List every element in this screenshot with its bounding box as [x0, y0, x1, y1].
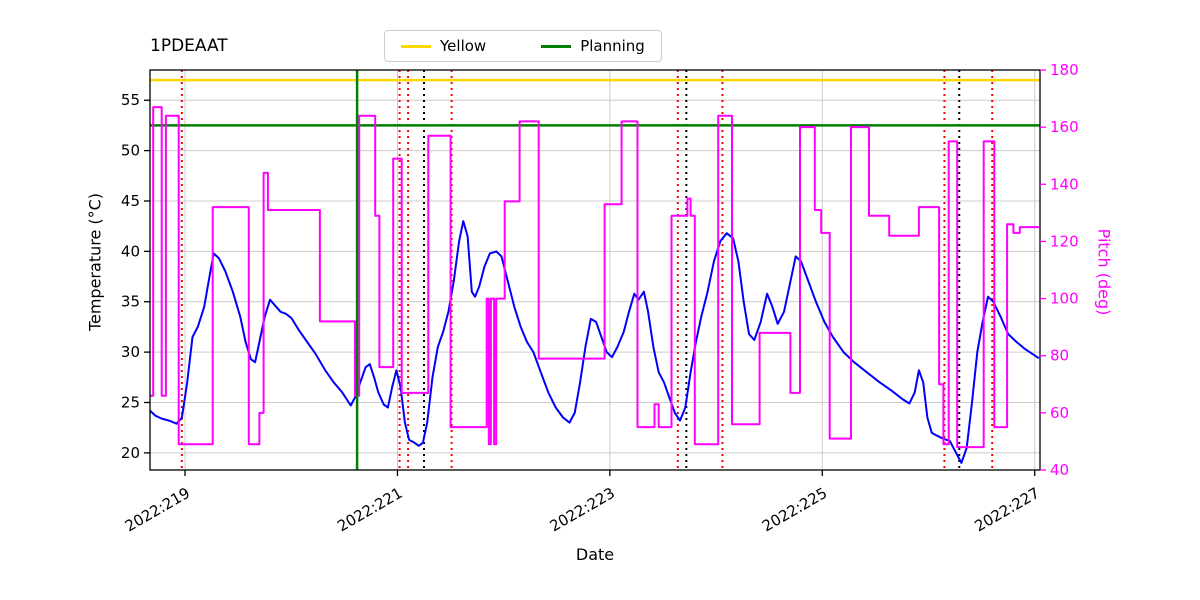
right-y-tick-label: 160 [1050, 118, 1079, 136]
left-y-tick-label: 55 [121, 91, 140, 109]
left-y-tick-label: 45 [121, 192, 140, 210]
legend-item-yellow: Yellow [401, 37, 486, 55]
legend-item-planning: Planning [541, 37, 645, 55]
left-y-tick-label: 30 [121, 343, 140, 361]
right-y-tick-label: 140 [1050, 175, 1079, 193]
temperature-line [149, 220, 1040, 464]
plot-border [149, 69, 1041, 471]
yellow-line-swatch [401, 44, 431, 48]
right-y-tick-label: 100 [1050, 290, 1079, 308]
right-y-tick-label: 80 [1050, 347, 1069, 365]
right-y-tick-label: 120 [1050, 232, 1079, 250]
pitch-line [150, 106, 1039, 449]
right-y-axis-label: Pitch (deg) [1094, 228, 1114, 316]
right-y-tick-label: 40 [1050, 461, 1069, 479]
x-tick-label: 2022:225 [759, 484, 830, 536]
left-y-tick-label: 20 [121, 444, 140, 462]
x-tick-label: 2022:221 [334, 484, 405, 536]
legend-label-yellow: Yellow [440, 37, 487, 55]
left-y-tick-label: 50 [121, 142, 140, 160]
left-y-tick-label: 35 [121, 293, 140, 311]
legend: Yellow Planning [384, 30, 662, 62]
x-axis-label: Date [575, 545, 615, 564]
x-tick-label: 2022:227 [971, 484, 1042, 536]
chart-title: 1PDEAAT [150, 36, 228, 56]
right-y-tick-label: 60 [1050, 404, 1069, 422]
left-y-axis-label: Temperature (°C) [85, 192, 105, 332]
right-y-tick-label: 180 [1050, 61, 1079, 79]
planning-line-swatch [541, 44, 572, 48]
left-y-tick-label: 25 [121, 393, 140, 411]
legend-label-planning: Planning [580, 37, 645, 55]
x-tick-label: 2022:219 [122, 484, 193, 536]
left-y-tick-label: 40 [121, 242, 140, 260]
x-tick-label: 2022:223 [547, 484, 618, 536]
